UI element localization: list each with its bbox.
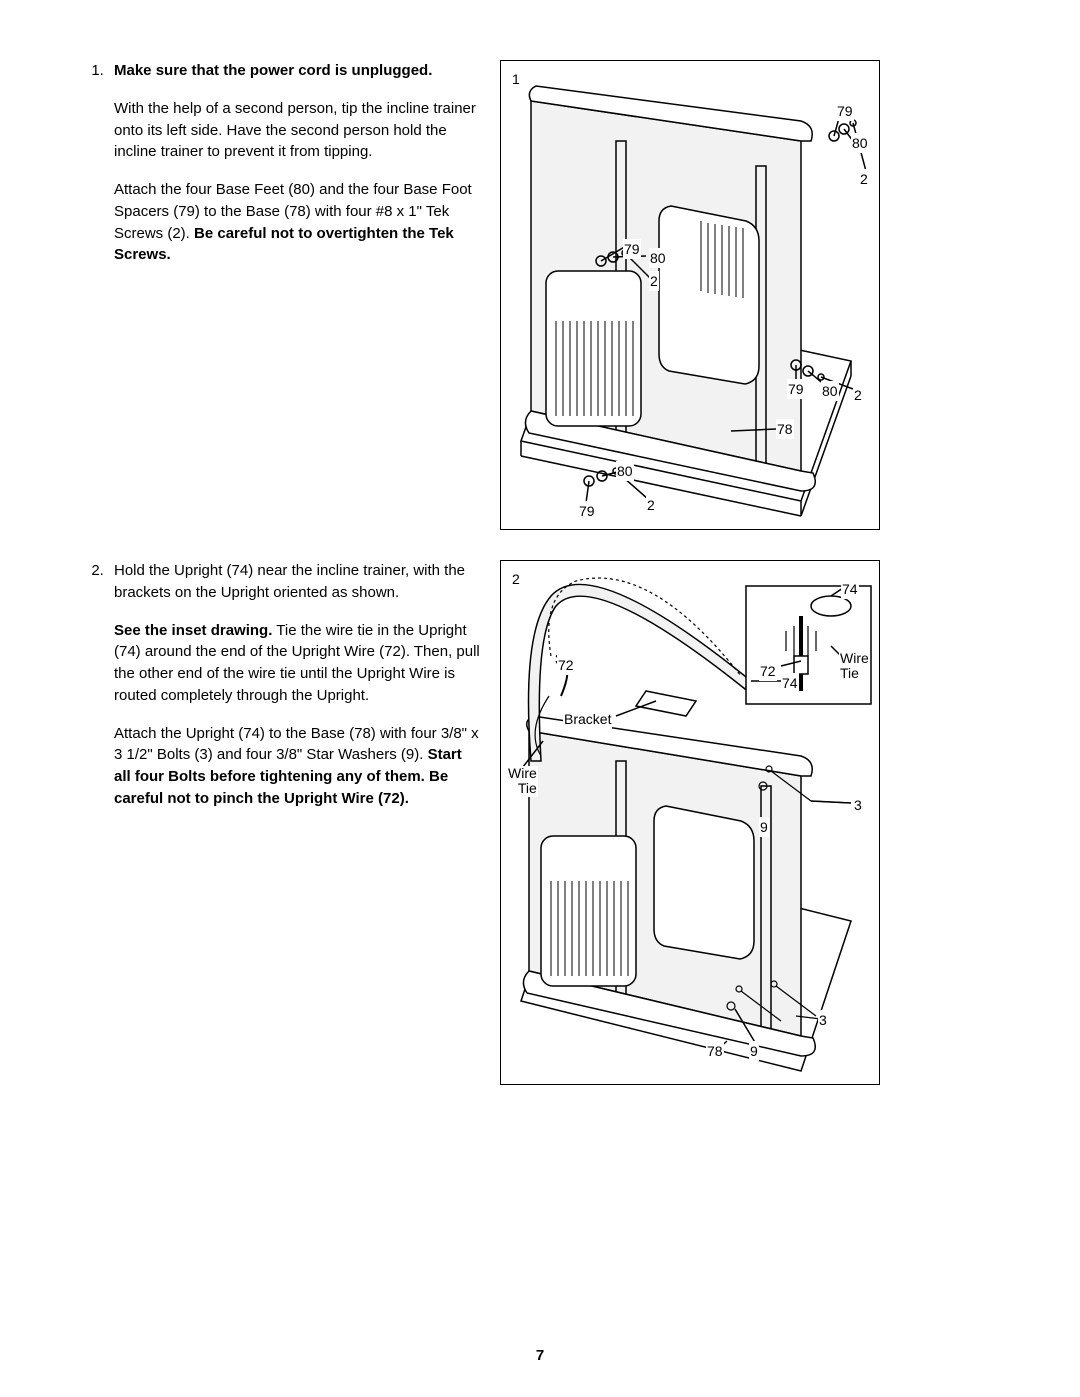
step-1-para-1: With the help of a second person, tip th…	[114, 98, 480, 163]
d2-wire-tie-a: Wire Tie	[839, 651, 870, 682]
d1-c3-79: 79	[787, 379, 805, 399]
d1-c3-2: 2	[853, 385, 863, 405]
step-2-para-1: Hold the Upright (74) near the incline t…	[114, 560, 480, 604]
diagram-1: 1	[500, 60, 880, 530]
d2-c72a: 72	[557, 655, 575, 675]
step-2-row: Hold the Upright (74) near the incline t…	[80, 560, 1000, 1085]
d1-c4-80: 80	[616, 461, 634, 481]
d1-c2-79: 79	[623, 239, 641, 259]
d1-c2-2: 2	[649, 271, 659, 291]
d1-c1-79: 79	[836, 101, 854, 121]
step-2-text-col: Hold the Upright (74) near the incline t…	[80, 560, 480, 1085]
d1-c1-80: 80	[851, 133, 869, 153]
page: Make sure that the power cord is unplugg…	[0, 0, 1080, 1397]
d1-c3-80: 80	[821, 381, 839, 401]
step-1-heading: Make sure that the power cord is unplugg…	[114, 60, 480, 82]
d2-c74b: 74	[781, 673, 799, 693]
diagram-2: 2	[500, 560, 880, 1085]
d2-c3a: 3	[853, 795, 863, 815]
step-1-content: Make sure that the power cord is unplugg…	[108, 60, 480, 266]
step-2-para-2: See the inset drawing. Tie the wire tie …	[114, 620, 480, 707]
d1-c78: 78	[776, 419, 794, 439]
step-2-para-3: Attach the Upright (74) to the Base (78)…	[114, 723, 480, 810]
d2-figure-number: 2	[511, 569, 521, 589]
d2-wire-tie-b: Wire Tie	[507, 766, 538, 797]
d1-figure-number: 1	[511, 69, 521, 89]
d2-c74a: 74	[841, 579, 859, 599]
d2-svg	[501, 561, 881, 1086]
d1-c1-2: 2	[859, 169, 869, 189]
step-1-para-2: Attach the four Base Feet (80) and the f…	[114, 179, 480, 266]
step-2-content: Hold the Upright (74) near the incline t…	[108, 560, 480, 810]
d1-c2-80: 80	[649, 248, 667, 268]
step-1-heading-text: Make sure that the power cord is unplugg…	[114, 62, 432, 79]
d2-bracket: Bracket	[563, 709, 612, 729]
d2-c3b: 3	[818, 1010, 828, 1030]
d2-c9b: 9	[749, 1041, 759, 1061]
d2-c72b: 72	[759, 661, 777, 681]
d1-c4-79: 79	[578, 501, 596, 521]
d1-c4-2: 2	[646, 495, 656, 515]
step-2-para-3a: Attach the Upright (74) to the Base (78)…	[114, 725, 479, 764]
step-2-para-2-lead: See the inset drawing.	[114, 622, 272, 639]
d1-svg	[501, 61, 881, 531]
d2-c78: 78	[706, 1041, 724, 1061]
step-1-text-col: Make sure that the power cord is unplugg…	[80, 60, 480, 530]
d2-c9a: 9	[759, 817, 769, 837]
page-number: 7	[0, 1345, 1080, 1367]
step-1-row: Make sure that the power cord is unplugg…	[80, 60, 1000, 530]
